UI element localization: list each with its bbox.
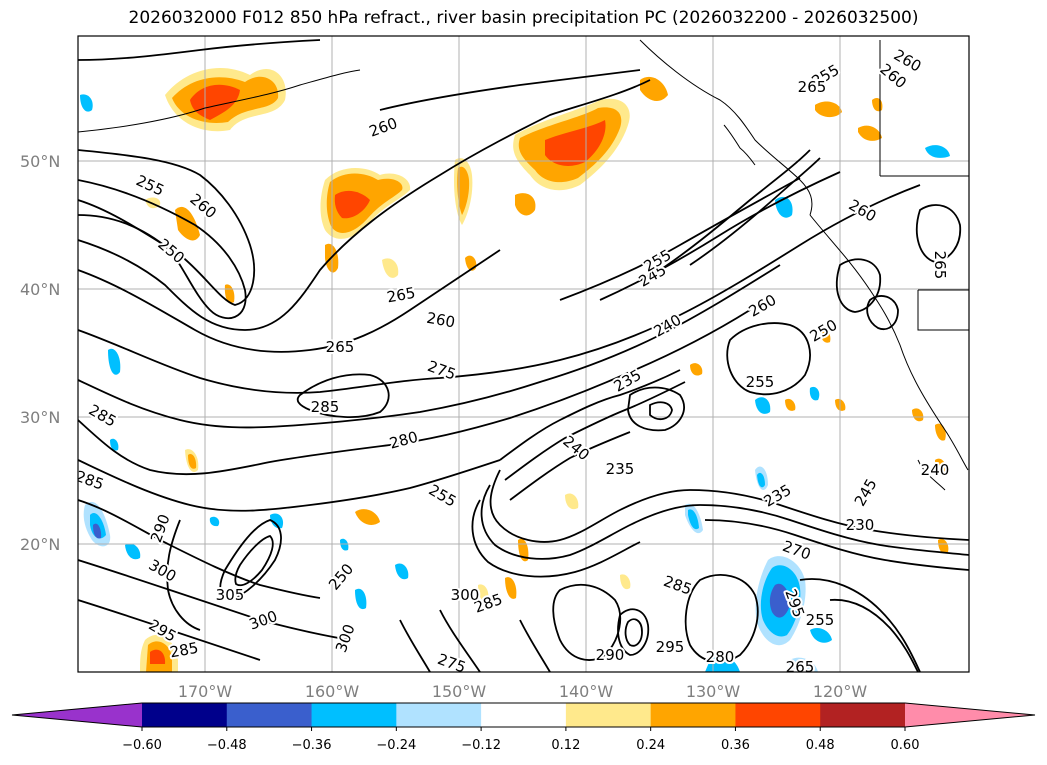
svg-text:265: 265 — [798, 78, 827, 96]
colorbar-segment — [396, 703, 482, 727]
lat-label: 50°N — [20, 152, 60, 171]
svg-text:255: 255 — [806, 611, 835, 629]
contour-label: 235 — [606, 460, 635, 478]
colorbar: −0.60 −0.48 −0.36 −0.24 −0.12 0.12 0.24 0.36 0.4… — [11, 702, 1036, 753]
longitude-labels: 170°W 160°W 150°W 140°W 130°W 120°W — [178, 682, 868, 701]
svg-text:300: 300 — [451, 586, 480, 604]
lon-label: 130°W — [686, 682, 741, 701]
colorbar-segment — [735, 703, 821, 727]
lon-label: 170°W — [178, 682, 233, 701]
contour-label: 305 — [216, 586, 245, 604]
contour-label: 265 — [385, 284, 416, 307]
lat-label: 20°N — [20, 535, 60, 554]
colorbar-tick-label: 0.60 — [891, 738, 920, 753]
lon-label: 140°W — [559, 682, 614, 701]
lon-label: 120°W — [813, 682, 868, 701]
contour-label: 265 — [798, 78, 827, 96]
contour-label: 240 — [921, 461, 950, 479]
svg-text:240: 240 — [921, 461, 950, 479]
colorbar-tick-label: −0.60 — [122, 738, 162, 753]
colorbar-segment — [565, 703, 652, 727]
svg-text:285: 285 — [168, 639, 199, 662]
colorbar-segment — [650, 703, 736, 727]
contour-label: 285 — [311, 398, 340, 416]
lon-label: 160°W — [305, 682, 360, 701]
colorbar-segment — [311, 703, 397, 727]
colorbar-segment — [226, 703, 313, 727]
svg-text:285: 285 — [311, 398, 340, 416]
contour-label: 265 — [931, 251, 949, 280]
contour-label: 285 — [168, 639, 199, 662]
svg-text:260: 260 — [367, 114, 400, 141]
svg-text:295: 295 — [656, 638, 685, 656]
colorbar-segment — [820, 703, 906, 727]
contour-label: 265 — [786, 658, 815, 676]
contour-label: 260 — [425, 309, 456, 332]
colorbar-tick-label: 0.48 — [806, 738, 835, 753]
map-frame — [77, 35, 970, 673]
contour-label: 290 — [596, 646, 625, 664]
colorbar-tick-label: −0.48 — [207, 738, 247, 753]
refractivity-contours — [78, 39, 969, 672]
colorbar-tick-label: 0.12 — [551, 738, 580, 753]
colorbar-tick-label: 0.24 — [636, 738, 665, 753]
contour-label: 280 — [706, 648, 735, 666]
colorbar-tick-label: −0.12 — [461, 738, 501, 753]
colorbar-segment — [481, 703, 567, 727]
colorbar-extend-high — [905, 703, 1035, 727]
lat-label: 30°N — [20, 408, 60, 427]
lon-label: 150°W — [432, 682, 487, 701]
contour-label: 295 — [656, 638, 685, 656]
contour-label: 300 — [451, 586, 480, 604]
svg-text:265: 265 — [326, 338, 355, 356]
svg-text:260: 260 — [425, 309, 456, 332]
colorbar-tick-label: −0.24 — [376, 738, 416, 753]
svg-text:255: 255 — [746, 373, 775, 391]
contour-label: 230 — [846, 516, 875, 534]
svg-text:280: 280 — [706, 648, 735, 666]
map-title: 2026032000 F012 850 hPa refract., river … — [128, 8, 919, 28]
colorbar-tick-label: 0.36 — [721, 738, 750, 753]
contour-label: 255 — [806, 611, 835, 629]
lat-label: 40°N — [20, 280, 60, 299]
contour-label: 265 — [326, 338, 355, 356]
svg-text:230: 230 — [846, 516, 875, 534]
svg-text:265: 265 — [786, 658, 815, 676]
colorbar-extend-low — [12, 703, 142, 727]
svg-text:265: 265 — [931, 251, 949, 280]
colorbar-segment — [142, 703, 228, 727]
latitude-labels: 50°N 40°N 30°N 20°N — [20, 152, 60, 554]
svg-text:290: 290 — [596, 646, 625, 664]
colorbar-tick-label: −0.36 — [292, 738, 332, 753]
contour-label: 255 — [746, 373, 775, 391]
graticule — [78, 36, 969, 672]
svg-text:235: 235 — [606, 460, 635, 478]
svg-text:305: 305 — [216, 586, 245, 604]
